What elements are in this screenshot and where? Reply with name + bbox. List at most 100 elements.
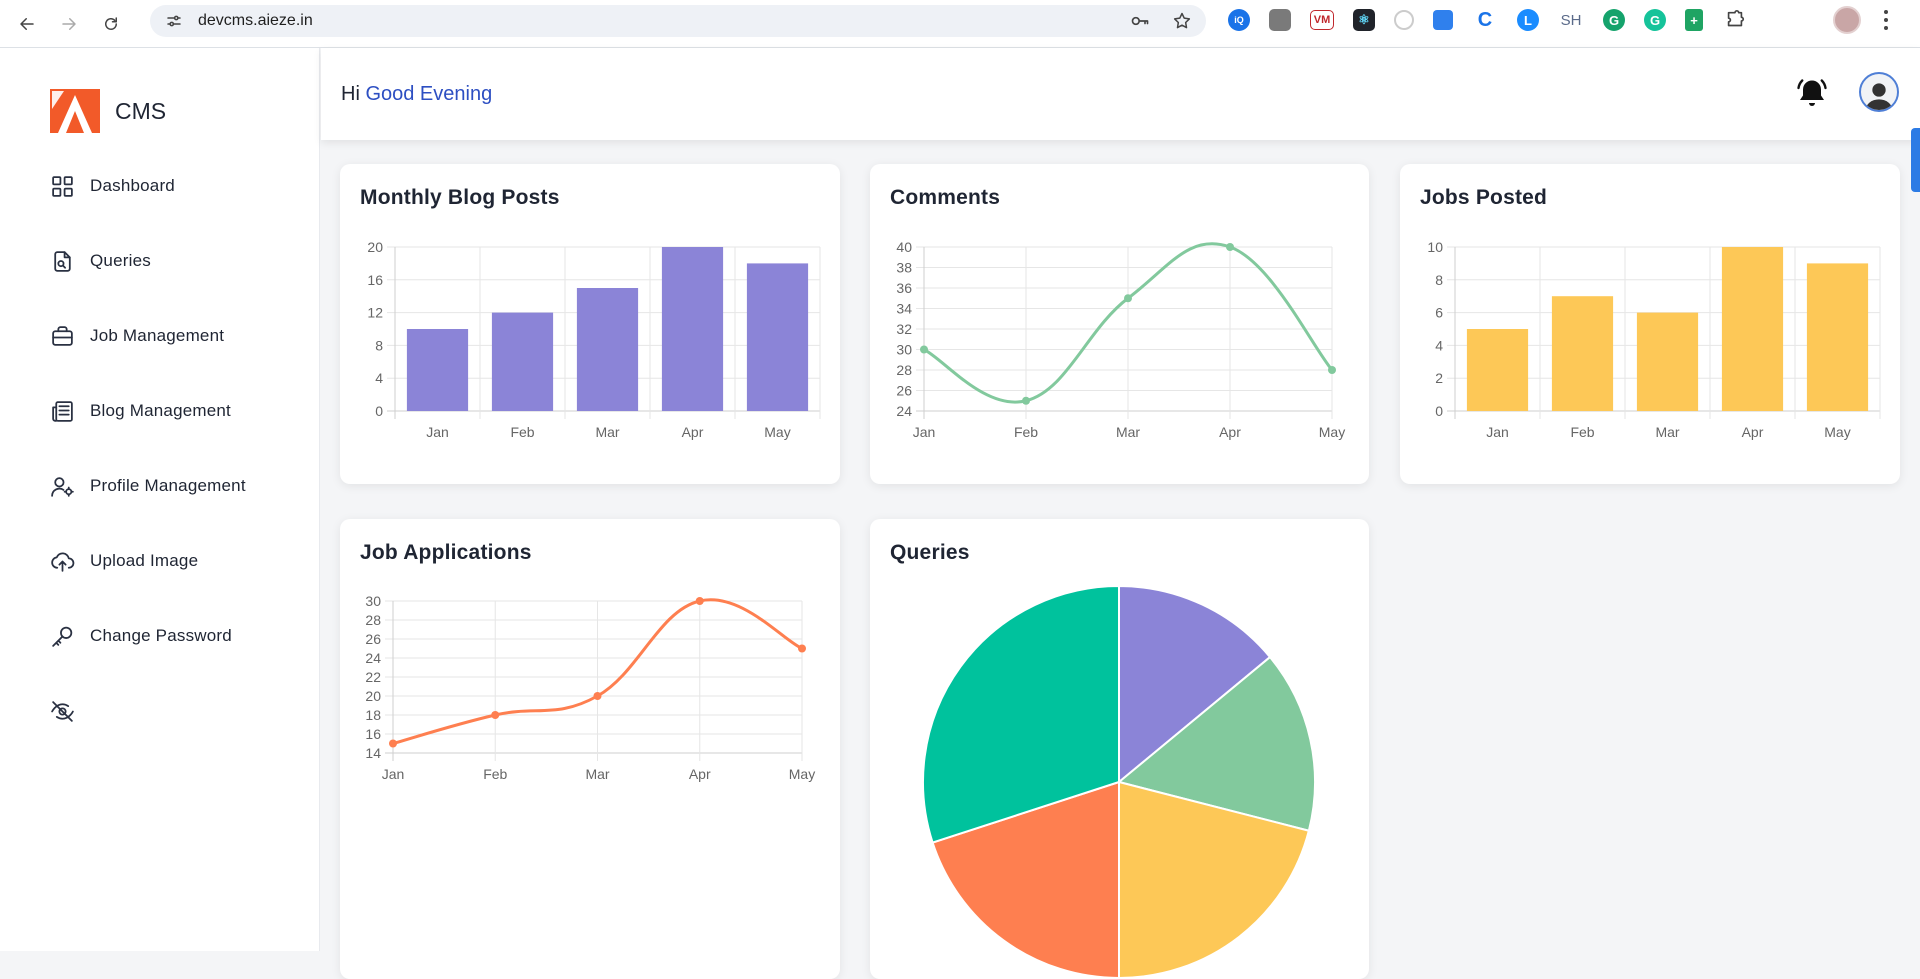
extension-l-icon[interactable]: L <box>1517 9 1539 31</box>
data-point <box>798 644 806 653</box>
y-tick-label: 28 <box>896 362 912 378</box>
y-tick-label: 4 <box>1435 337 1443 353</box>
card-title: Monthly Blog Posts <box>360 186 560 209</box>
y-tick-label: 0 <box>1435 403 1443 419</box>
sidebar-item-queries[interactable]: Queries <box>50 241 151 281</box>
key-icon <box>52 626 73 647</box>
sidebar-item-blog-management[interactable]: Blog Management <box>50 391 231 431</box>
x-tick-label: Apr <box>1219 424 1241 440</box>
y-tick-label: 32 <box>896 321 912 337</box>
extension-sh-icon[interactable]: SH <box>1560 11 1582 29</box>
x-tick-label: Feb <box>483 766 507 782</box>
extension-circle-icon[interactable] <box>1394 10 1414 30</box>
x-tick-label: Mar <box>585 766 609 782</box>
sidebar-item-dashboard[interactable]: Dashboard <box>50 166 175 206</box>
user-avatar[interactable] <box>1859 72 1899 112</box>
sidebar-item-label: Blog Management <box>90 401 231 420</box>
queries-pie-chart <box>922 584 1316 979</box>
x-tick-label: Feb <box>510 424 534 440</box>
back-button[interactable] <box>12 9 42 39</box>
card-title: Jobs Posted <box>1420 186 1548 209</box>
data-point <box>1328 366 1336 374</box>
data-point <box>920 345 928 354</box>
x-tick-label: Feb <box>1570 424 1594 440</box>
browser-profile-avatar[interactable] <box>1833 6 1861 34</box>
briefcase-icon <box>52 325 73 346</box>
reload-icon <box>105 16 117 30</box>
bar <box>1466 329 1529 411</box>
sidebar-item-profile-management[interactable]: Profile Management <box>50 466 246 506</box>
extension-iq-icon[interactable]: iQ <box>1228 9 1250 31</box>
x-tick-label: Apr <box>689 766 711 782</box>
comments-card: Comments 24 26 28 30 32 34 36 38 40 Jan Feb Mar Apr M… <box>870 164 1369 484</box>
job-applications-chart: 14 16 18 20 22 24 26 28 30 Jan Feb Mar Apr May <box>365 593 815 782</box>
sidebar-item-upload-image[interactable]: Upload Image <box>50 541 198 581</box>
y-tick-label: 28 <box>365 612 381 628</box>
extension-c-icon[interactable]: C <box>1477 8 1493 31</box>
extension-grammarly-icon[interactable]: G <box>1644 9 1666 31</box>
greeting: Hi Good Evening <box>341 83 492 106</box>
extension-vm-icon[interactable]: VM <box>1310 10 1334 30</box>
x-tick-label: Jan <box>382 766 405 782</box>
y-tick-label: 20 <box>365 688 381 704</box>
bookmark-star-icon[interactable] <box>1172 11 1192 31</box>
bar <box>1551 296 1614 411</box>
y-tick-label: 16 <box>365 726 381 742</box>
cms-logo-icon <box>50 89 100 133</box>
document-search-icon <box>54 250 71 272</box>
extensions-puzzle-icon[interactable] <box>1722 7 1748 33</box>
address-bar[interactable]: devcms.aieze.in <box>150 5 1206 37</box>
top-header: Hi Good Evening <box>321 48 1920 140</box>
eye-off-icon <box>51 700 74 722</box>
x-tick-label: May <box>1824 424 1850 440</box>
y-tick-label: 4 <box>375 370 383 386</box>
y-tick-label: 22 <box>365 669 381 685</box>
extension-grammarly-dark-icon[interactable]: G <box>1603 9 1625 31</box>
y-tick-label: 2 <box>1435 370 1443 386</box>
browser-toolbar: devcms.aieze.in iQ VM ⚛ C L SH G G + <box>0 0 1920 48</box>
bar <box>406 329 469 411</box>
browser-menu-icon[interactable] <box>1876 8 1896 32</box>
sidebar-item-toggle-visibility[interactable] <box>50 691 90 731</box>
dashboard-grid-icon <box>52 175 73 197</box>
data-point <box>695 597 704 605</box>
extension-react-icon[interactable]: ⚛ <box>1353 9 1375 31</box>
scroll-indicator[interactable] <box>1911 128 1920 192</box>
extensions-bar: iQ VM ⚛ C L SH G G + <box>1228 7 1748 33</box>
jobs-posted-card: Jobs Posted 0 2 4 6 8 10 Jan Feb Mar Apr May <box>1400 164 1900 484</box>
extension-sheets-icon[interactable]: + <box>1685 9 1703 31</box>
y-tick-label: 20 <box>367 239 383 255</box>
y-tick-label: 0 <box>375 403 383 419</box>
extension-shield-icon[interactable] <box>1269 9 1291 31</box>
x-tick-label: Mar <box>595 424 619 440</box>
y-tick-label: 10 <box>1427 239 1443 255</box>
forward-button[interactable] <box>54 9 84 39</box>
extension-blue-square-icon[interactable] <box>1433 10 1453 30</box>
user-icon <box>1865 83 1893 110</box>
y-tick-label: 18 <box>365 707 381 723</box>
sidebar-item-job-management[interactable]: Job Management <box>50 316 224 356</box>
sidebar-item-label: Queries <box>90 251 151 270</box>
cloud-upload-icon <box>51 551 75 572</box>
sidebar-item-label: Change Password <box>90 626 232 645</box>
site-settings-icon[interactable] <box>164 11 184 31</box>
sidebar-item-label: Dashboard <box>90 176 175 195</box>
x-tick-label: May <box>789 766 815 782</box>
y-tick-label: 30 <box>365 593 381 609</box>
sidebar-item-change-password[interactable]: Change Password <box>50 616 232 656</box>
brand[interactable]: CMS <box>50 89 166 133</box>
x-tick-label: Mar <box>1655 424 1679 440</box>
y-tick-label: 38 <box>896 260 912 276</box>
password-key-icon[interactable] <box>1130 11 1150 31</box>
y-tick-label: 26 <box>365 631 381 647</box>
data-point <box>1226 243 1234 251</box>
bar <box>1806 263 1869 411</box>
pie-slice <box>1118 584 1272 785</box>
newspaper-icon <box>52 400 73 422</box>
card-title: Queries <box>890 541 970 564</box>
arrow-right-icon <box>62 17 76 30</box>
notification-bell-icon[interactable] <box>1794 76 1830 112</box>
reload-button[interactable] <box>96 9 126 39</box>
url-text[interactable]: devcms.aieze.in <box>198 12 313 29</box>
x-tick-label: Jan <box>1486 424 1509 440</box>
